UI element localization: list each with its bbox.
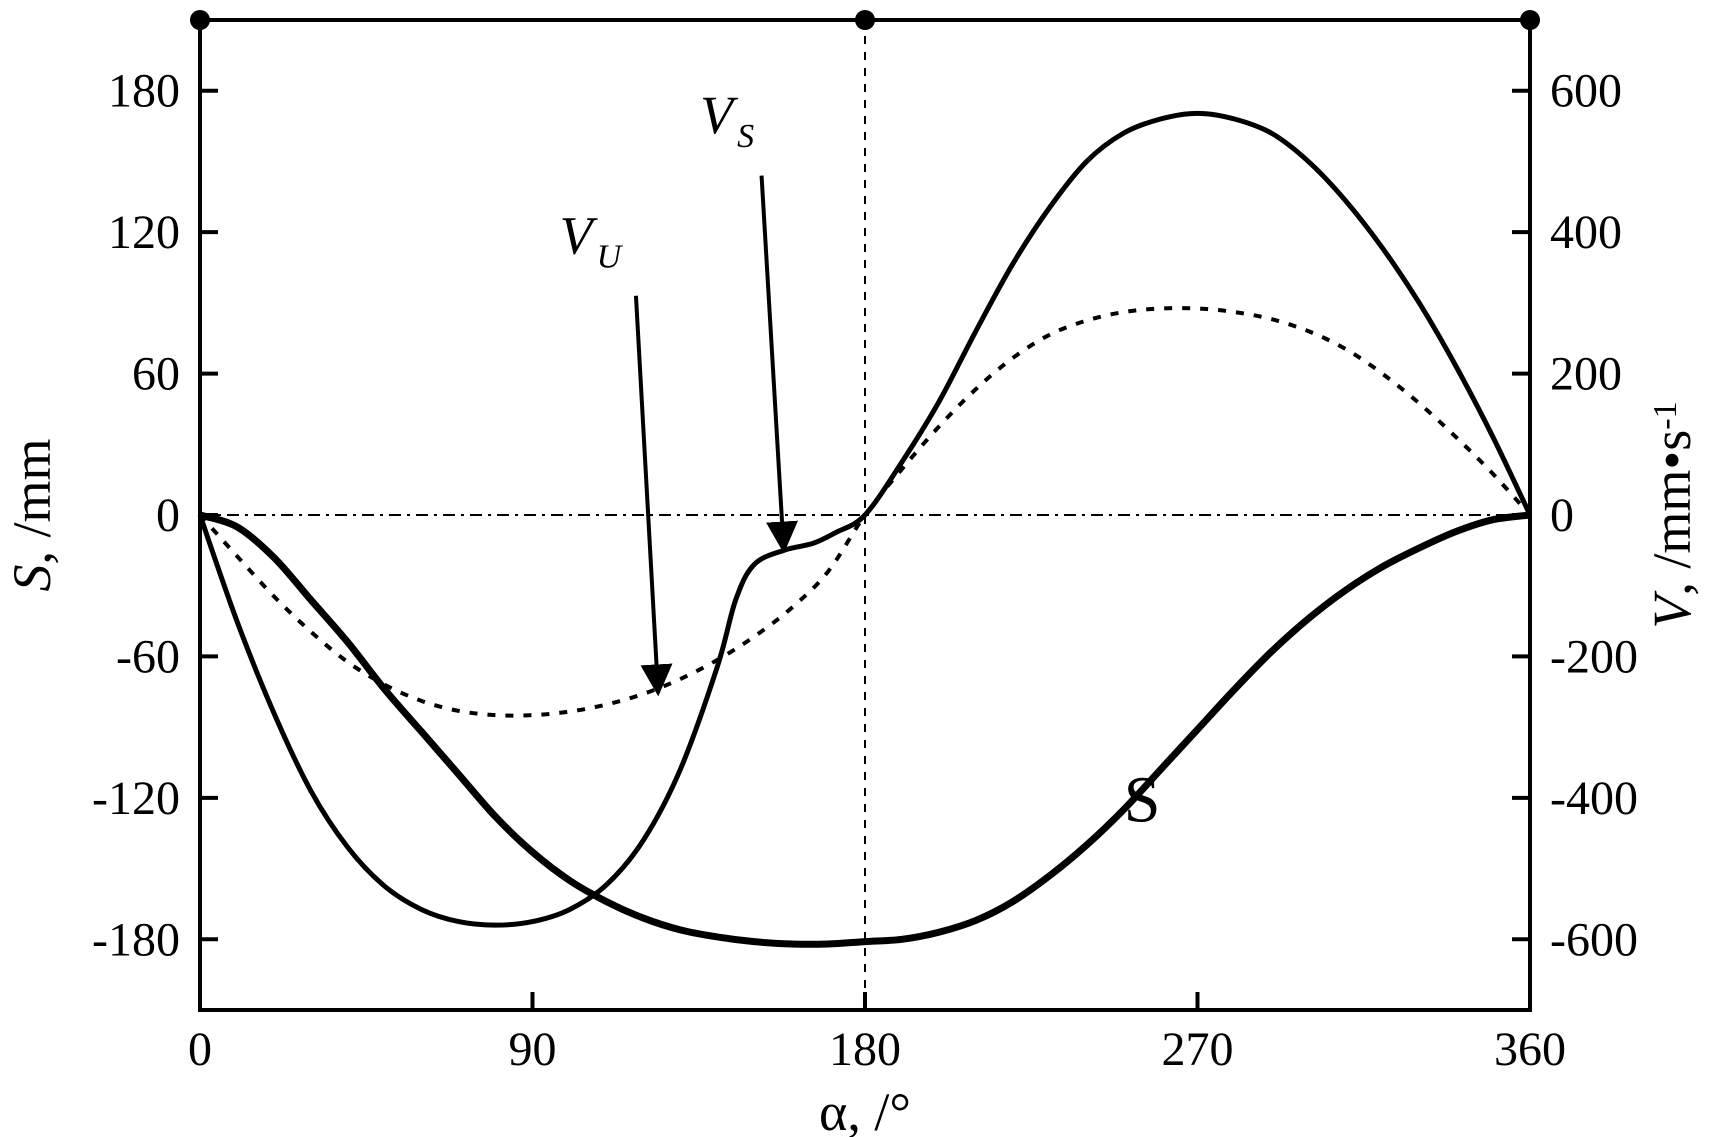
arrow-vs [762,176,784,551]
label-s: S [1124,763,1161,836]
yleft-tick-label: -180 [92,913,180,966]
yright-tick-label: -600 [1550,913,1638,966]
yleft-tick-label: -120 [92,772,180,825]
top-marker [855,10,875,30]
x-tick-label: 0 [188,1023,212,1076]
yright-tick-label: 400 [1550,206,1622,259]
top-marker [190,10,210,30]
plot-area: 090180270360α, /°-180-120-60060120180S, … [2,10,1702,1137]
x-tick-label: 180 [829,1023,901,1076]
label-vu: VU [560,205,624,275]
chart-svg: 090180270360α, /°-180-120-60060120180S, … [0,0,1709,1137]
yright-tick-label: -200 [1550,630,1638,683]
x-tick-label: 360 [1494,1023,1566,1076]
arrow-vu [636,296,658,693]
yright-axis-label: V, /mm•s-1 [1642,401,1702,628]
label-vs: VS [700,85,754,155]
x-tick-label: 90 [509,1023,557,1076]
chart-figure: 090180270360α, /°-180-120-60060120180S, … [0,0,1709,1137]
yright-tick-label: -400 [1550,772,1638,825]
yright-tick-label: 0 [1550,489,1574,542]
yright-tick-label: 200 [1550,348,1622,401]
yleft-axis-label: S, /mm [2,438,62,591]
top-marker [1520,10,1540,30]
yleft-tick-label: 60 [132,348,180,401]
yleft-tick-label: 0 [156,489,180,542]
x-axis-label: α, /° [819,1082,911,1137]
yleft-tick-label: 180 [108,65,180,118]
yright-tick-label: 600 [1550,65,1622,118]
yleft-tick-label: -60 [116,630,180,683]
yleft-tick-label: 120 [108,206,180,259]
x-tick-label: 270 [1162,1023,1234,1076]
